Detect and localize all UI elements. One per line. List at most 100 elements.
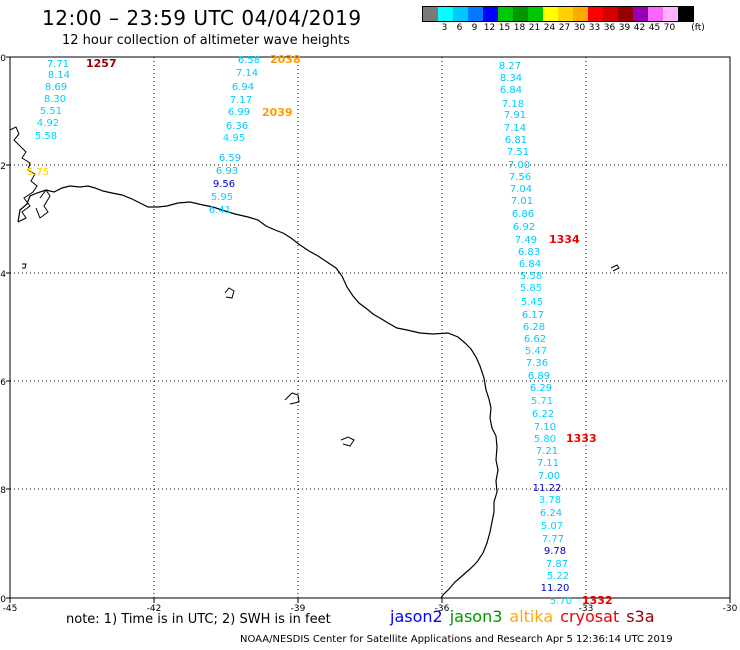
legend-swatch [573, 7, 588, 21]
lat-tick-label: -8 [0, 486, 6, 496]
legend-color-bar [422, 6, 694, 22]
wave-height-label: 7.49 [515, 235, 537, 246]
wave-height-label: 9.56 [213, 179, 235, 190]
legend-unit: (ft) [691, 23, 705, 33]
wave-height-label: 6.84 [519, 259, 541, 270]
wave-height-label: 6.99 [228, 107, 250, 118]
island [224, 287, 235, 299]
wave-height-label: 5.58 [520, 271, 542, 282]
wave-height-label: 6.83 [518, 247, 540, 258]
wave-height-label: 6.92 [513, 222, 535, 233]
wave-height-label: 7.18 [502, 99, 524, 110]
wave-height-label: 5.45 [521, 297, 543, 308]
wave-height-label: 7.11 [537, 458, 559, 469]
island [610, 264, 620, 272]
wave-height-label: 8.27 [499, 61, 521, 72]
pass-time-label: 2039 [262, 106, 293, 119]
wave-height-label: 4.95 [223, 133, 245, 144]
legend-label: 6 [456, 23, 463, 33]
lon-tick-label: -42 [147, 604, 162, 614]
legend-swatch [663, 7, 678, 21]
wave-height-label: 7.00 [538, 471, 560, 482]
coastline [9, 126, 620, 599]
legend-label: 45 [648, 23, 661, 33]
wave-height-label: 11.22 [533, 483, 562, 494]
legend-label: 18 [513, 23, 526, 33]
legend-label: 3 [441, 23, 448, 33]
lon-tick-label: -45 [3, 604, 18, 614]
legend-swatch [468, 7, 483, 21]
wave-height-label: 6.29 [530, 383, 552, 394]
wave-height-label: 6.22 [532, 409, 554, 420]
legend-label: 36 [603, 23, 616, 33]
wave-height-label: 5.85 [520, 283, 542, 294]
wave-height-label: 6.94 [232, 82, 254, 93]
wave-height-label: 8.14 [48, 70, 70, 81]
wave-height-label: 6.28 [523, 322, 545, 333]
wave-height-label: 8.34 [500, 73, 522, 84]
lon-tick-label: -33 [579, 604, 594, 614]
wave-height-label: 7.71 [47, 59, 69, 70]
legend-swatch [438, 7, 453, 21]
wave-height-legend: 3 6 9 12 15 18 21 24 27 30 33 36 39 42 45 70 (ft) [422, 6, 705, 36]
wave-height-label: 6.62 [524, 334, 546, 345]
wave-height-label: 5.80 [534, 434, 556, 445]
legend-labels: 3 6 9 12 15 18 21 24 27 30 33 36 39 42 45 70 (ft) [422, 22, 705, 36]
wave-height-label: 7.77 [542, 534, 564, 545]
wave-height-label: 7.51 [507, 147, 529, 158]
map-subtitle: 12 hour collection of altimeter wave hei… [62, 33, 350, 48]
legend-label: 42 [633, 23, 646, 33]
legend-swatch [648, 7, 663, 21]
wave-height-label: 6.58 [238, 55, 260, 66]
amazon-delta-coast [9, 126, 38, 223]
legend-label: 15 [498, 23, 511, 33]
island [284, 392, 300, 405]
wave-height-label: 4.92 [37, 118, 59, 129]
legend-swatch [588, 7, 603, 21]
satellite-s3a: s3a [626, 607, 655, 626]
legend-label: 12 [483, 23, 496, 33]
wave-height-label: 5.70 [550, 596, 572, 607]
legend-swatch [513, 7, 528, 21]
wave-height-label: 7.10 [534, 422, 556, 433]
legend-label: 70 [663, 23, 676, 33]
pass-time-label: 1257 [86, 57, 117, 70]
wave-height-label: 3.78 [539, 495, 561, 506]
lon-tick-label: -39 [291, 604, 306, 614]
lat-tick-label: 0 [0, 54, 6, 64]
wave-height-label: 5.58 [35, 131, 57, 142]
lon-tick-label: -36 [435, 604, 450, 614]
legend-swatch [558, 7, 573, 21]
wave-height-label: 7.91 [504, 110, 526, 121]
legend-label: 9 [471, 23, 478, 33]
satellite-jason3: jason3 [449, 607, 503, 626]
map-note: note: 1) Time is in UTC; 2) SWH is in fe… [66, 612, 331, 627]
wave-height-label: 7.56 [509, 172, 531, 183]
lon-tick-label: -30 [723, 604, 738, 614]
map-frame: -45 -42 -39 -36 -33 -30 0 -2 -4 -6 -8 -10 [0, 54, 738, 614]
legend-label: 21 [528, 23, 541, 33]
wave-height-label: 6.93 [216, 166, 238, 177]
wave-height-label: 8.69 [45, 82, 67, 93]
wave-height-label: 7.36 [526, 358, 548, 369]
pass-time-label: 1332 [582, 594, 613, 607]
wave-height-label: 6.89 [528, 371, 550, 382]
wave-height-label: 6.24 [540, 508, 562, 519]
map-border [9, 56, 731, 599]
pass-time-label: 1333 [566, 432, 597, 445]
wave-height-label: 7.17 [230, 95, 252, 106]
wave-height-label: 5.51 [40, 106, 62, 117]
lat-tick-label: -10 [0, 595, 6, 605]
legend-label: 33 [588, 23, 601, 33]
legend-swatch [543, 7, 558, 21]
wave-height-label: 7.14 [236, 68, 258, 79]
wave-height-label: 5.75 [27, 167, 49, 178]
wave-height-label: 5.71 [531, 396, 553, 407]
wave-height-label: 7.21 [536, 446, 558, 457]
wave-height-label: 7.04 [510, 184, 532, 195]
wave-height-label: 6.81 [505, 135, 527, 146]
pass-time-label: 1334 [549, 233, 580, 246]
wave-height-label: 6.86 [512, 209, 534, 220]
footer-credit: NOAA/NESDIS Center for Satellite Applica… [240, 634, 673, 645]
legend-label: 27 [558, 23, 571, 33]
